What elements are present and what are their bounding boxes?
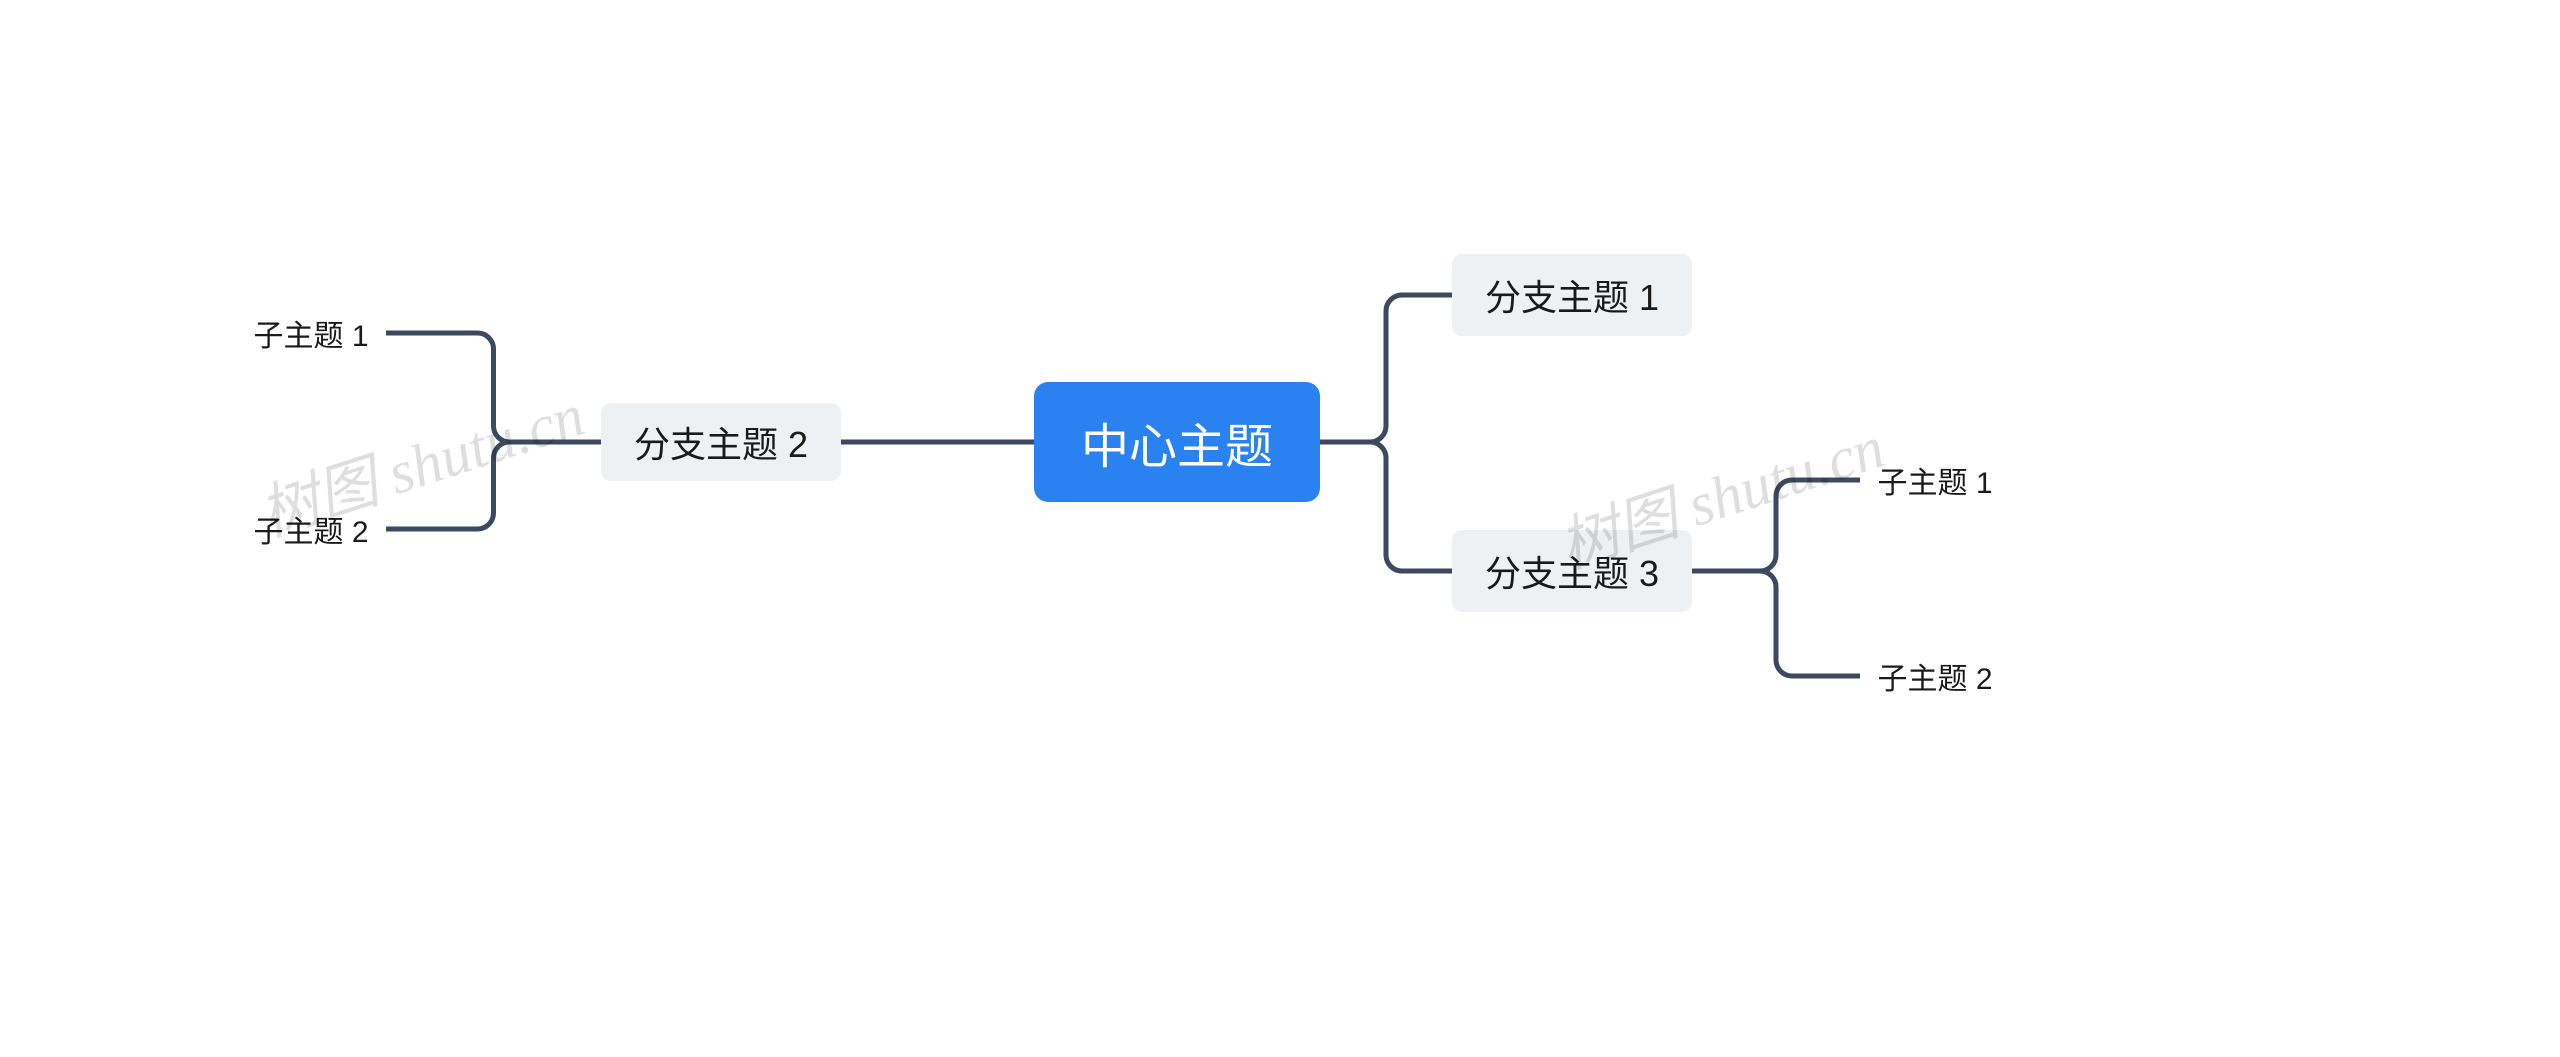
sub-topic-b2-1-label: 子主题 1	[253, 311, 368, 355]
sub-topic-b3-2-node[interactable]: 子主题 2	[1860, 656, 2010, 696]
sub-topic-b2-1-node[interactable]: 子主题 1	[236, 313, 386, 353]
mindmap-canvas: 中心主题 分支主题 1 分支主题 2 分支主题 3 子主题 1 子主题 2 子主…	[0, 0, 2560, 1057]
center-topic-node[interactable]: 中心主题	[1034, 382, 1320, 502]
branch-topic-2-node[interactable]: 分支主题 2	[601, 403, 841, 481]
sub-topic-b2-2-label: 子主题 2	[253, 507, 368, 551]
sub-topic-b3-1-label: 子主题 1	[1877, 458, 1992, 502]
sub-topic-b3-1-node[interactable]: 子主题 1	[1860, 460, 2010, 500]
center-topic-label: 中心主题	[1081, 407, 1273, 477]
branch-topic-3-node[interactable]: 分支主题 3	[1452, 530, 1692, 612]
branch-topic-2-label: 分支主题 2	[634, 416, 808, 468]
branch-topic-1-label: 分支主题 1	[1485, 269, 1659, 321]
branch-topic-1-node[interactable]: 分支主题 1	[1452, 254, 1692, 336]
branch-topic-3-label: 分支主题 3	[1485, 545, 1659, 597]
sub-topic-b3-2-label: 子主题 2	[1877, 654, 1992, 698]
sub-topic-b2-2-node[interactable]: 子主题 2	[236, 509, 386, 549]
